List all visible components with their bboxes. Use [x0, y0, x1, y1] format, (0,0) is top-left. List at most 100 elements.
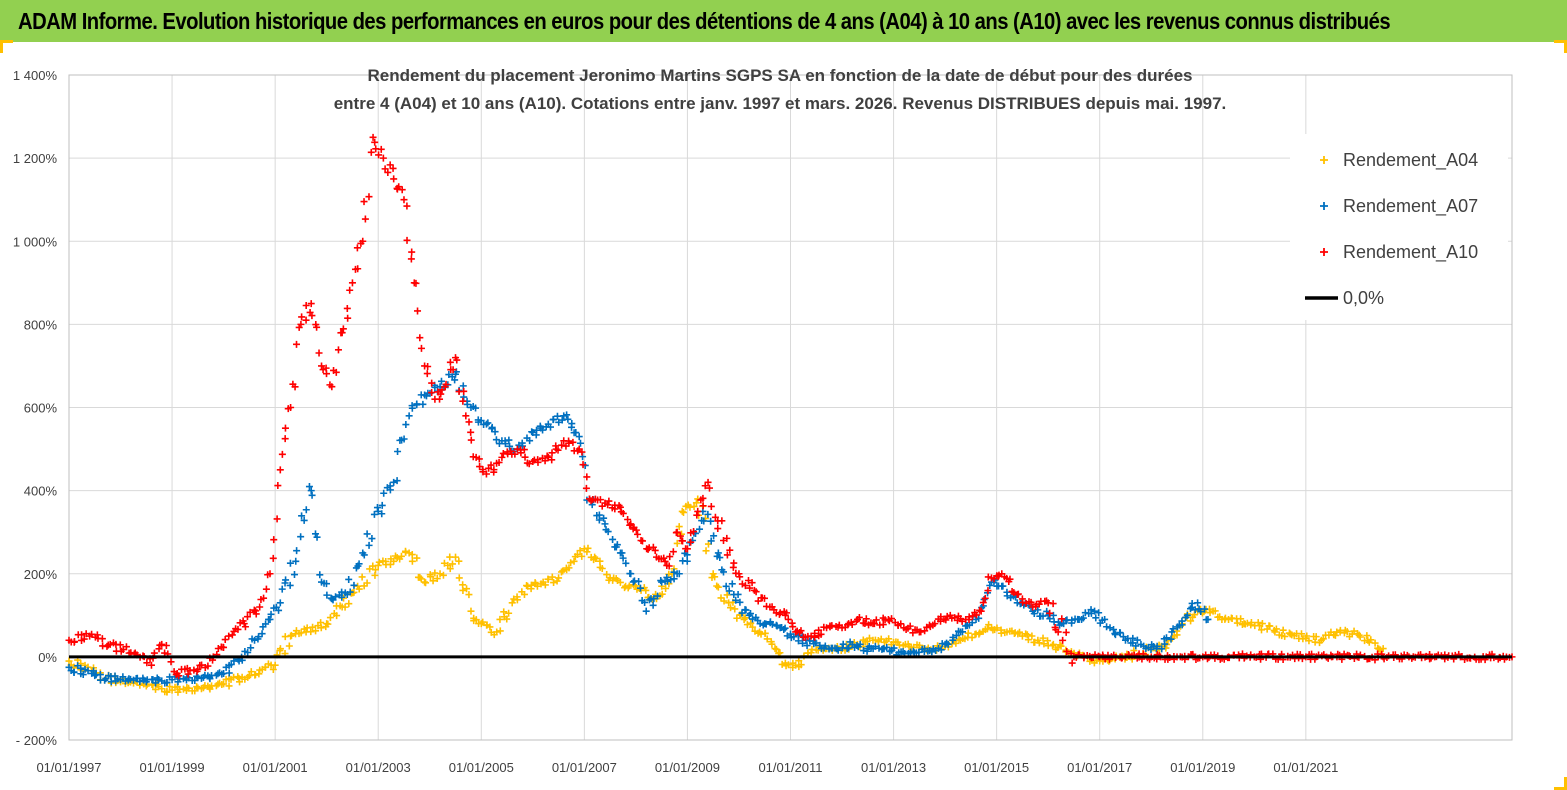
scatter-mark — [1079, 614, 1087, 622]
scatter-mark — [417, 391, 425, 399]
scatter-mark — [678, 537, 686, 545]
scatter-mark — [1356, 633, 1364, 641]
scatter-mark — [413, 554, 421, 562]
scatter-mark — [353, 244, 361, 252]
scatter-mark — [377, 145, 385, 153]
scatter-mark — [403, 236, 411, 244]
scatter-mark — [749, 623, 757, 631]
scatter-mark — [520, 446, 528, 454]
scatter-mark — [706, 484, 714, 492]
scatter-mark — [1103, 623, 1111, 631]
scatter-mark — [1063, 647, 1071, 655]
scatter-mark — [386, 161, 394, 169]
scatter-mark — [423, 370, 431, 378]
data-point — [642, 607, 650, 615]
scatter-mark — [511, 450, 519, 458]
scatter-mark — [723, 551, 731, 559]
scatter-mark — [122, 643, 130, 651]
scatter-mark — [262, 585, 270, 593]
scatter-mark — [636, 584, 644, 592]
scatter-mark — [1039, 634, 1047, 642]
scatter-mark — [772, 645, 780, 653]
scatter-mark — [803, 642, 811, 650]
scatter-mark — [667, 576, 675, 584]
scatter-mark — [365, 193, 373, 201]
scatter-mark — [295, 323, 303, 331]
scatter-mark — [817, 630, 825, 638]
scatter-mark — [455, 574, 463, 582]
scatter-mark — [965, 616, 973, 624]
scatter-mark — [247, 644, 255, 652]
scatter-mark — [972, 611, 980, 619]
scatter-mark — [446, 358, 454, 366]
scatter-mark — [569, 438, 577, 446]
scatter-mark — [1057, 642, 1065, 650]
scatter-mark — [503, 615, 511, 623]
scatter-mark — [365, 541, 373, 549]
scatter-mark — [439, 571, 447, 579]
scatter-mark — [603, 571, 611, 579]
data-point — [65, 657, 73, 665]
scatter-mark — [784, 615, 792, 623]
scatter-mark — [380, 489, 388, 497]
scatter-mark — [431, 569, 439, 577]
scatter-mark — [629, 525, 637, 533]
scatter-mark — [552, 442, 560, 450]
scatter-mark — [449, 366, 457, 374]
scatter-mark — [346, 286, 354, 294]
scatter-mark — [773, 622, 781, 630]
scatter-mark — [244, 649, 252, 657]
scatter-mark — [400, 435, 408, 443]
scatter-mark — [997, 626, 1005, 634]
scatter-mark — [477, 417, 485, 425]
scatter-mark — [486, 623, 494, 631]
data-point — [1286, 630, 1294, 638]
scatter-mark — [341, 589, 349, 597]
scatter-mark — [350, 581, 358, 589]
scatter-mark — [480, 420, 488, 428]
scatter-mark — [417, 344, 425, 352]
scatter-mark — [1119, 633, 1127, 641]
scatter-mark — [307, 628, 315, 636]
scatter-mark — [790, 633, 798, 641]
scatter-mark — [550, 579, 558, 587]
scatter-mark — [595, 511, 603, 519]
scatter-mark — [952, 631, 960, 639]
scatter-mark — [191, 676, 199, 684]
scatter-mark — [979, 599, 987, 607]
scatter-mark — [467, 428, 475, 436]
legend-label: 0,0% — [1343, 288, 1384, 308]
scatter-mark — [804, 632, 812, 640]
scatter-mark — [696, 525, 704, 533]
data-point — [678, 507, 686, 515]
scatter-mark — [521, 453, 529, 461]
scatter-mark — [565, 439, 573, 447]
scatter-mark — [741, 614, 749, 622]
scatter-mark — [459, 586, 467, 594]
scatter-mark — [626, 521, 634, 529]
x-tick-label: 01/01/1997 — [36, 760, 101, 775]
scatter-mark — [302, 506, 310, 514]
scatter-mark — [789, 663, 797, 671]
scatter-mark — [426, 571, 434, 579]
scatter-mark — [260, 594, 268, 602]
scatter-mark — [1110, 626, 1118, 634]
scatter-mark — [255, 633, 263, 641]
data-point — [390, 175, 398, 183]
scatter-mark — [707, 537, 715, 545]
scatter-mark — [1258, 620, 1266, 628]
scatter-mark — [811, 633, 819, 641]
scatter-mark — [326, 381, 334, 389]
scatter-mark — [672, 529, 680, 537]
legend: Rendement_A04 Rendement_A07 Rendement_A10 0… — [1290, 134, 1508, 320]
scatter-mark — [663, 573, 671, 581]
scatter-mark — [163, 688, 171, 696]
scatter-mark — [536, 422, 544, 430]
scatter-mark — [799, 639, 807, 647]
scatter-mark — [716, 554, 724, 562]
data-point — [467, 607, 475, 615]
x-tick-label: 01/01/2009 — [655, 760, 720, 775]
data-point — [256, 603, 264, 611]
scatter-mark — [746, 610, 754, 618]
scatter-mark — [863, 647, 871, 655]
